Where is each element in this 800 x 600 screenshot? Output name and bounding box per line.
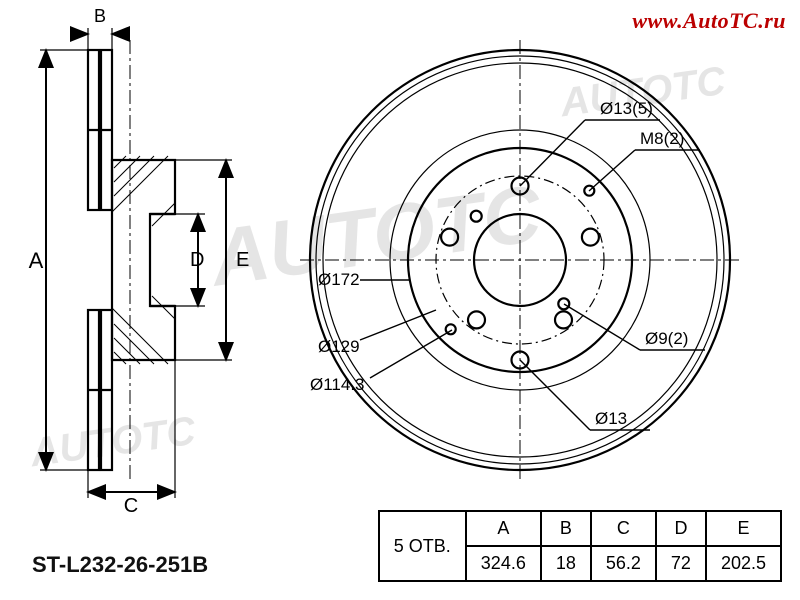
val-A: 324.6 bbox=[466, 546, 541, 581]
callout-d9-2: Ø9(2) bbox=[645, 329, 688, 348]
callout-d172: Ø172 bbox=[318, 270, 360, 289]
col-D: D bbox=[656, 511, 706, 546]
val-D: 72 bbox=[656, 546, 706, 581]
val-B: 18 bbox=[541, 546, 591, 581]
face-view: Ø13(5) M8(2) Ø172 Ø129 Ø114.3 Ø9(2) Ø13 bbox=[300, 40, 740, 480]
table-header-row: 5 ОТВ. A B C D E bbox=[379, 511, 781, 546]
callout-d13: Ø13 bbox=[595, 409, 627, 428]
section-label-E: E bbox=[236, 249, 249, 271]
val-C: 56.2 bbox=[591, 546, 656, 581]
dimension-table: 5 ОТВ. A B C D E 324.6 18 56.2 72 202.5 bbox=[378, 510, 782, 582]
hole-count-cell: 5 ОТВ. bbox=[379, 511, 466, 581]
val-E: 202.5 bbox=[706, 546, 781, 581]
d9-hole-2 bbox=[471, 211, 482, 222]
section-label-B: B bbox=[94, 6, 106, 26]
col-C: C bbox=[591, 511, 656, 546]
section-view: A B C D E bbox=[29, 6, 250, 517]
callout-d114-3: Ø114.3 bbox=[310, 375, 365, 394]
callout-d13-5: Ø13(5) bbox=[600, 99, 653, 118]
col-E: E bbox=[706, 511, 781, 546]
callout-m8-2: M8(2) bbox=[640, 129, 684, 148]
col-B: B bbox=[541, 511, 591, 546]
section-label-A: A bbox=[29, 248, 44, 273]
d9-hole-1 bbox=[558, 298, 569, 309]
callout-d129: Ø129 bbox=[318, 337, 360, 356]
section-label-D: D bbox=[190, 249, 204, 271]
section-label-C: C bbox=[124, 495, 138, 517]
part-number: ST-L232-26-251B bbox=[32, 552, 208, 578]
col-A: A bbox=[466, 511, 541, 546]
